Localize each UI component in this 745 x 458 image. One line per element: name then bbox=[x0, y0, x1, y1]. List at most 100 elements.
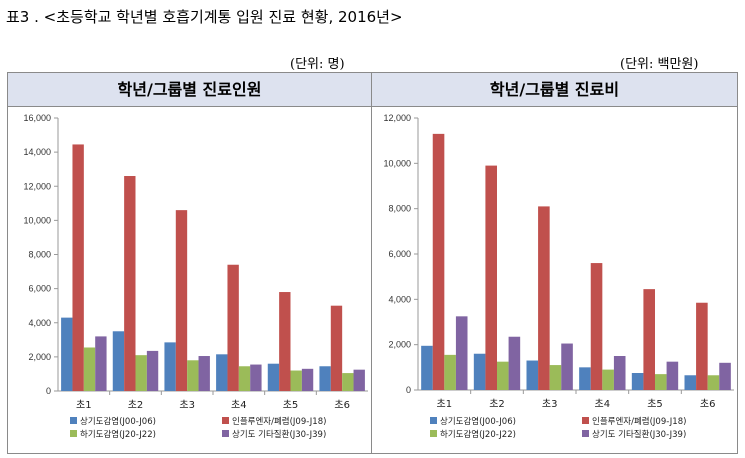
legend-label: 상기도감염(J00-J06) bbox=[80, 416, 156, 427]
category-label: 초2 bbox=[489, 398, 505, 410]
bar-people bbox=[279, 292, 291, 391]
legend-swatch bbox=[70, 430, 77, 437]
category-label: 초4 bbox=[231, 399, 247, 411]
bar-people bbox=[164, 342, 176, 391]
category-label: 초6 bbox=[334, 399, 350, 411]
bar-people bbox=[124, 176, 136, 391]
bar-people bbox=[135, 355, 147, 391]
bar-people bbox=[72, 144, 84, 391]
bar-people bbox=[187, 360, 199, 391]
bar-cost bbox=[696, 302, 708, 390]
legend-label: 인플루엔자/폐렴(J09-J18) bbox=[592, 416, 686, 427]
bar-cost bbox=[473, 353, 486, 390]
legend-swatch bbox=[430, 430, 437, 437]
bar-people bbox=[319, 366, 331, 391]
bar-cost bbox=[602, 369, 614, 390]
unit-label-people: (단위: 명) bbox=[290, 57, 345, 72]
bar-people bbox=[250, 364, 262, 391]
bar-cost bbox=[508, 336, 521, 390]
y-tick-label: 6,000 bbox=[388, 249, 411, 259]
bar-cost bbox=[590, 263, 603, 390]
chart-title-people: 학년/그룹별 진료인원 bbox=[8, 73, 371, 107]
category-label: 초4 bbox=[595, 398, 611, 410]
bar-people bbox=[112, 331, 125, 391]
bar-cost bbox=[432, 133, 445, 390]
legend-label: 상기도 기타질환(J30-J39) bbox=[232, 429, 326, 440]
bar-people bbox=[146, 350, 159, 391]
category-label: 초3 bbox=[542, 398, 558, 410]
chart-title-cost: 학년/그룹별 진료비 bbox=[372, 73, 737, 107]
category-label: 초1 bbox=[437, 398, 453, 410]
bar-cost bbox=[444, 354, 456, 390]
y-tick-label: 4,000 bbox=[28, 318, 51, 328]
bar-cost bbox=[666, 361, 679, 390]
y-tick-label: 14,000 bbox=[23, 147, 51, 157]
legend-swatch bbox=[222, 417, 229, 424]
category-label: 초2 bbox=[128, 399, 144, 411]
legend-swatch bbox=[222, 430, 229, 437]
category-label: 초6 bbox=[700, 398, 716, 410]
category-label: 초3 bbox=[179, 399, 195, 411]
legend-label: 인플루엔자/폐렴(J09-J18) bbox=[232, 416, 326, 427]
bar-people bbox=[238, 366, 251, 391]
bar-people bbox=[216, 354, 228, 391]
bar-people bbox=[353, 369, 365, 391]
bar-cost bbox=[561, 343, 573, 390]
bar-cost bbox=[579, 367, 591, 390]
y-tick-label: 10,000 bbox=[23, 215, 51, 225]
bar-cost bbox=[538, 206, 550, 390]
y-tick-label: 16,000 bbox=[23, 113, 51, 123]
y-tick-label: 10,000 bbox=[383, 158, 411, 168]
bar-cost bbox=[643, 289, 655, 390]
y-tick-label: 2,000 bbox=[388, 340, 411, 350]
y-tick-label: 0 bbox=[406, 385, 411, 395]
bar-people bbox=[301, 368, 314, 391]
legend-swatch bbox=[582, 430, 589, 437]
bar-cost bbox=[455, 316, 468, 390]
legend-label: 하기도감염(J20-J22) bbox=[80, 429, 156, 440]
y-tick-label: 8,000 bbox=[28, 250, 51, 260]
bar-people bbox=[342, 373, 354, 391]
y-tick-label: 12,000 bbox=[383, 113, 411, 123]
bar-people bbox=[175, 210, 188, 391]
y-tick-label: 12,000 bbox=[23, 181, 51, 191]
bar-cost bbox=[549, 365, 562, 390]
bar-cost bbox=[526, 360, 539, 390]
y-tick-label: 2,000 bbox=[28, 352, 51, 362]
legend-swatch bbox=[70, 417, 77, 424]
bar-cost bbox=[631, 373, 644, 390]
bar-cost bbox=[613, 356, 626, 390]
bar-cost bbox=[719, 362, 731, 390]
bar-people bbox=[95, 336, 107, 391]
chart-frame bbox=[7, 72, 738, 454]
y-tick-label: 4,000 bbox=[388, 294, 411, 304]
y-tick-label: 0 bbox=[46, 386, 51, 396]
bar-cost bbox=[485, 165, 497, 390]
legend-label: 상기도감염(J00-J06) bbox=[440, 416, 516, 427]
unit-label-cost: (단위: 백만원) bbox=[620, 57, 699, 72]
bar-people bbox=[61, 317, 73, 391]
bar-cost bbox=[497, 361, 509, 390]
table-caption: 표3 . <초등학교 학년별 호흡기계통 입원 진료 현황, 2016년> bbox=[6, 8, 403, 26]
bar-cost bbox=[421, 345, 433, 390]
legend-label: 하기도감염(J20-J22) bbox=[440, 429, 516, 440]
bar-cost bbox=[707, 375, 720, 390]
category-label: 초1 bbox=[76, 399, 92, 411]
legend-swatch bbox=[582, 417, 589, 424]
bar-people bbox=[198, 356, 210, 391]
legend-swatch bbox=[430, 417, 437, 424]
bar-people bbox=[83, 347, 96, 391]
bar-people bbox=[227, 264, 239, 391]
bar-people bbox=[267, 363, 280, 391]
bar-people bbox=[290, 370, 302, 391]
bar-cost bbox=[684, 375, 697, 390]
category-label: 초5 bbox=[647, 398, 663, 410]
bar-cost bbox=[655, 374, 667, 390]
y-tick-label: 8,000 bbox=[388, 204, 411, 214]
chart-divider bbox=[371, 72, 372, 454]
legend-label: 상기도 기타질환(J30-J39) bbox=[592, 429, 686, 440]
bar-people bbox=[330, 305, 343, 391]
category-label: 초5 bbox=[283, 399, 299, 411]
y-tick-label: 6,000 bbox=[28, 284, 51, 294]
